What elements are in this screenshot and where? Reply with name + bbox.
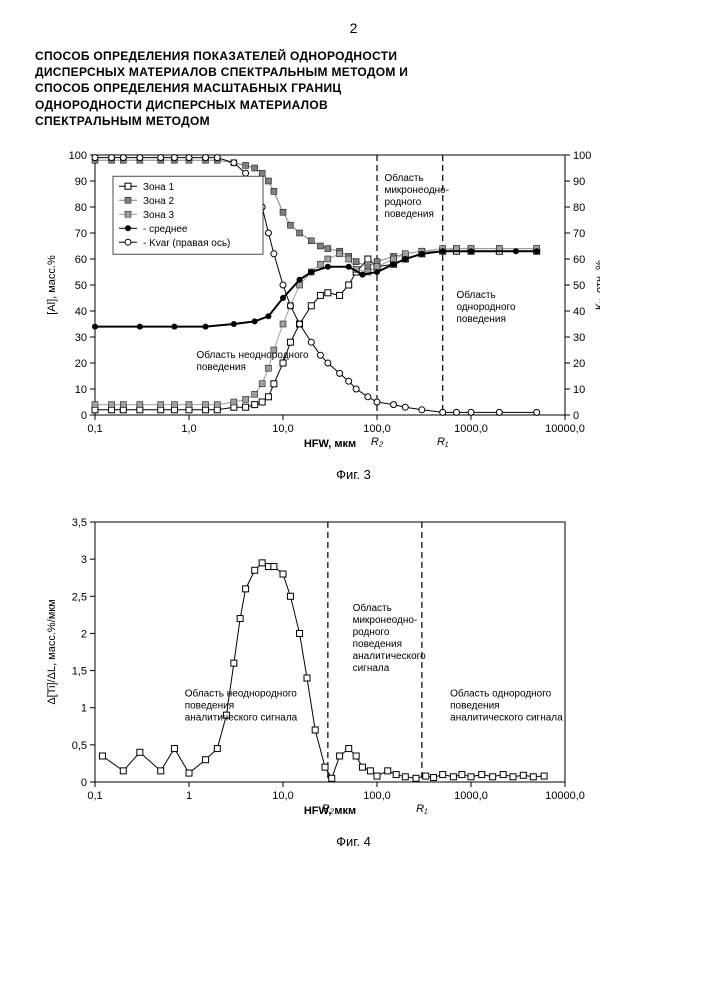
svg-text:микронеодно-: микронеодно- [353,615,418,626]
svg-text:аналитического сигнала: аналитического сигнала [450,713,563,724]
svg-text:0: 0 [81,410,87,422]
svg-text:0,1: 0,1 [87,790,102,802]
svg-text:аналитического: аналитического [353,651,426,662]
svg-text:R₁: R₁ [437,436,449,448]
svg-text:Область неоднородного: Область неоднородного [196,349,309,361]
svg-text:поведения: поведения [384,209,433,220]
svg-text:родного: родного [384,197,421,208]
svg-text:1: 1 [186,790,192,802]
fig4-chart: 0 0,5 1 1,5 2 2,5 3 3,5 0,1 1 10,0 100,0 1000,0 10000… [35,512,600,832]
svg-text:10: 10 [573,384,585,396]
svg-text:Зона 1: Зона 1 [143,182,174,193]
fig4-caption: Фиг. 4 [35,834,672,849]
svg-text:3,5: 3,5 [72,517,87,529]
svg-text:Зона 2: Зона 2 [143,196,174,207]
svg-text:- среднее: - среднее [143,224,188,235]
page: 2 СПОСОБ ОПРЕДЕЛЕНИЯ ПОКАЗАТЕЛЕЙ ОДНОРОД… [0,0,707,1000]
svg-text:50: 50 [573,280,585,292]
svg-text:1,5: 1,5 [72,666,87,678]
svg-text:[Al], масс.%: [Al], масс.% [46,255,58,315]
page-number: 2 [35,20,672,36]
fig3-chart: 0 10 20 30 40 50 60 70 80 90 100 0 10 20 30 40 50 60 70 80 9… [35,145,600,465]
svg-text:Область: Область [353,602,392,614]
svg-text:Область: Область [456,289,495,301]
svg-text:2,5: 2,5 [72,591,87,603]
svg-text:однородного: однородного [456,302,516,313]
svg-text:0,1: 0,1 [87,423,102,435]
svg-text:Зона 3: Зона 3 [143,210,174,221]
svg-text:2: 2 [81,628,87,640]
figure-3: 0 10 20 30 40 50 60 70 80 90 100 0 10 20 30 40 50 60 70 80 9… [35,145,672,482]
svg-text:60: 60 [573,254,585,266]
svg-text:поведения: поведения [353,639,402,650]
svg-text:80: 80 [75,202,87,214]
svg-text:90: 90 [573,176,585,188]
svg-text:Область неоднородного: Область неоднородного [185,688,298,700]
document-title: СПОСОБ ОПРЕДЕЛЕНИЯ ПОКАЗАТЕЛЕЙ ОДНОРОДНО… [35,48,672,129]
svg-text:сигнала: сигнала [353,663,390,674]
svg-text:родного: родного [353,627,390,638]
svg-text:3: 3 [81,554,87,566]
svg-text:поведения: поведения [185,701,234,712]
svg-text:100,0: 100,0 [363,790,391,802]
svg-text:80: 80 [573,202,585,214]
svg-text:30: 30 [573,332,585,344]
svg-text:0,5: 0,5 [72,740,87,752]
svg-text:1000,0: 1000,0 [454,423,488,435]
svg-text:10000,0: 10000,0 [545,790,585,802]
svg-text:20: 20 [573,358,585,370]
svg-text:1,0: 1,0 [181,423,196,435]
svg-text:1: 1 [81,703,87,715]
svg-text:поведения: поведения [450,701,499,712]
svg-text:- Kvar (правая ось): - Kvar (правая ось) [143,238,230,249]
svg-text:10: 10 [75,384,87,396]
svg-text:поведения: поведения [456,314,505,325]
svg-text:10,0: 10,0 [272,790,293,802]
svg-text:90: 90 [75,176,87,188]
svg-text:Область однородного: Область однородного [450,688,552,700]
svg-text:10,0: 10,0 [272,423,293,435]
svg-text:0: 0 [81,777,87,789]
svg-text:70: 70 [75,228,87,240]
fig3-caption: Фиг. 3 [35,467,672,482]
svg-text:100: 100 [69,150,87,162]
svg-text:50: 50 [75,280,87,292]
svg-text:20: 20 [75,358,87,370]
svg-text:Область: Область [384,172,423,184]
svg-text:Δ[Ti]/ΔL, масс.%/мкм: Δ[Ti]/ΔL, масс.%/мкм [46,599,58,704]
svg-text:30: 30 [75,332,87,344]
svg-text:10000,0: 10000,0 [545,423,585,435]
svg-text:Kᵥ, отн. %: Kᵥ, отн. % [594,260,600,310]
svg-text:аналитического сигнала: аналитического сигнала [185,713,298,724]
svg-text:100,0: 100,0 [363,423,391,435]
svg-text:40: 40 [75,306,87,318]
svg-text:1000,0: 1000,0 [454,790,488,802]
svg-text:HFW, мкм: HFW, мкм [304,438,356,450]
svg-text:микронеодно-: микронеодно- [384,185,449,196]
svg-text:R₂: R₂ [322,803,335,815]
svg-text:R₁: R₁ [416,803,428,815]
svg-text:поведения: поведения [196,362,245,373]
svg-text:60: 60 [75,254,87,266]
svg-text:100: 100 [573,150,591,162]
svg-text:70: 70 [573,228,585,240]
svg-text:0: 0 [573,410,579,422]
svg-text:40: 40 [573,306,585,318]
figure-4: 0 0,5 1 1,5 2 2,5 3 3,5 0,1 1 10,0 100,0 1000,0 10000… [35,512,672,849]
svg-text:R₂: R₂ [371,436,384,448]
